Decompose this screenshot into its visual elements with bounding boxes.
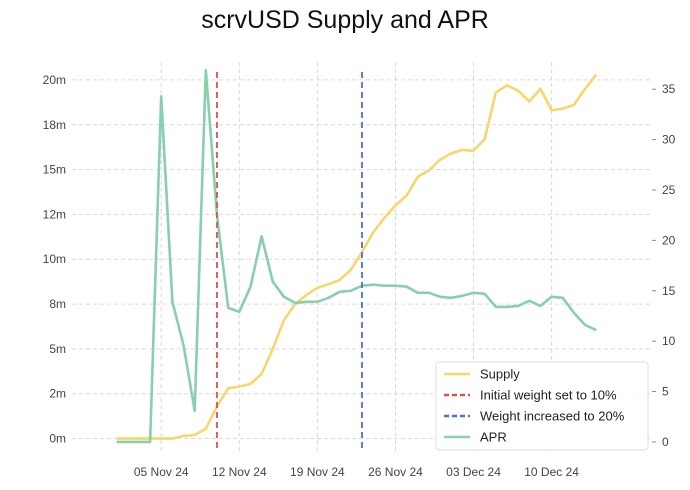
- y-left-tick-label: 15m: [43, 163, 66, 177]
- series-line-supply: [116, 73, 598, 440]
- y-right-tick-label: 5: [662, 385, 669, 399]
- x-tick-label: 19 Nov 24: [290, 465, 345, 479]
- legend-label: Weight increased to 20%: [480, 409, 625, 424]
- y-left-tick-label: 12m: [43, 207, 66, 221]
- chart-title: scrvUSD Supply and APR: [201, 6, 489, 34]
- legend-label: Initial weight set to 10%: [480, 388, 617, 403]
- y-left-tick-label: 20m: [43, 73, 66, 87]
- x-tick-label: 03 Dec 24: [446, 465, 501, 479]
- x-tick-label: 26 Nov 24: [368, 465, 423, 479]
- y-right-tick-label: 10: [662, 334, 676, 348]
- y-left-tick-label: 8m: [49, 297, 66, 311]
- x-tick-label: 05 Nov 24: [134, 465, 189, 479]
- y-right-tick-label: 35: [662, 82, 676, 96]
- y-right-tick-label: 30: [662, 133, 676, 147]
- y-left-tick-label: 2m: [49, 387, 66, 401]
- x-tick-label: 10 Dec 24: [524, 465, 579, 479]
- y-right-tick-label: 25: [662, 183, 676, 197]
- legend-label: Supply: [480, 367, 520, 382]
- y-right-tick-label: 20: [662, 233, 676, 247]
- x-tick-label: 12 Nov 24: [212, 465, 267, 479]
- y-left-tick-label: 5m: [49, 342, 66, 356]
- y-left-tick-label: 10m: [43, 252, 66, 266]
- series-line-apr: [116, 68, 597, 444]
- y-left-tick-label: 0m: [49, 432, 66, 446]
- y-right-tick-label: 15: [662, 284, 676, 298]
- y-left-tick-label: 18m: [43, 118, 66, 132]
- legend-box: [435, 361, 649, 451]
- legend-label: APR: [480, 430, 507, 445]
- y-right-tick-label: 0: [662, 435, 669, 449]
